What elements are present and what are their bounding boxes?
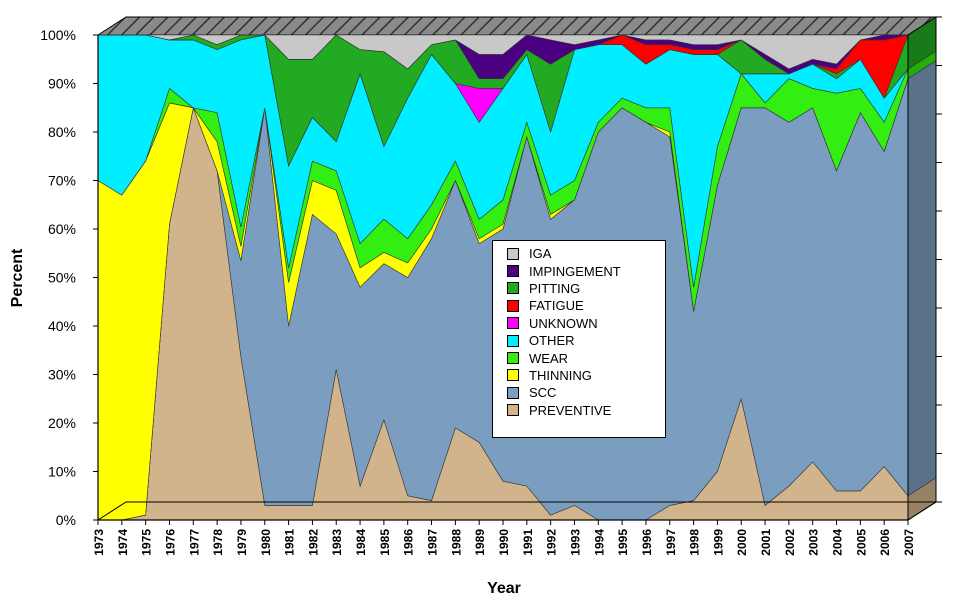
x-tick-label: 1992	[545, 529, 559, 556]
x-tick-label: 1981	[283, 529, 297, 556]
legend-label: THINNING	[529, 367, 592, 383]
legend-swatch	[507, 404, 519, 417]
x-tick-label: 2005	[854, 529, 868, 556]
x-tick-label: 1996	[640, 529, 654, 556]
top-hatched-face	[96, 16, 938, 36]
y-tick-label: 30%	[48, 367, 76, 383]
x-tick-label: 1993	[568, 529, 582, 556]
legend-item-other: OTHER	[507, 332, 665, 349]
legend: IGA IMPINGEMENT PITTING FATIGUE UNKNOWN OTHER…	[492, 240, 666, 438]
x-tick-label: 2003	[807, 529, 821, 556]
x-tick-label: 1999	[711, 529, 725, 556]
legend-swatch	[507, 282, 519, 295]
y-tick-label: 100%	[40, 27, 76, 43]
y-tick-label: 60%	[48, 221, 76, 237]
legend-item-preventive: PREVENTIVE	[507, 402, 665, 419]
y-tick-label: 80%	[48, 124, 76, 140]
y-tick-label: 50%	[48, 270, 76, 286]
x-tick-label: 1989	[473, 529, 487, 556]
x-tick-label: 1986	[402, 529, 416, 556]
legend-label: SCC	[529, 385, 557, 401]
legend-label: PITTING	[529, 280, 581, 296]
y-tick-label: 40%	[48, 318, 76, 334]
y-tick-labels: 0% 10% 20% 30% 40% 50% 60% 70% 80% 90% 100%	[40, 27, 98, 528]
legend-swatch	[507, 369, 519, 382]
legend-swatch	[507, 247, 519, 260]
x-tick-label: 1982	[306, 529, 320, 556]
legend-item-impingement: IMPINGEMENT	[507, 262, 665, 279]
legend-item-unknown: UNKNOWN	[507, 315, 665, 332]
chart-side-face	[907, 16, 937, 521]
legend-label: IMPINGEMENT	[529, 263, 621, 279]
x-tick-label: 1974	[116, 529, 130, 556]
x-tick-label: 1980	[259, 529, 273, 556]
x-tick-label: 1985	[378, 529, 392, 556]
x-tick-label: 1977	[187, 529, 201, 556]
legend-swatch	[507, 334, 519, 347]
legend-label: IGA	[529, 246, 552, 262]
legend-label: UNKNOWN	[529, 315, 598, 331]
legend-item-scc: SCC	[507, 384, 665, 401]
x-tick-label: 1995	[616, 529, 630, 556]
x-tick-label: 1978	[211, 529, 225, 556]
x-tick-label: 1991	[521, 529, 535, 556]
legend-item-fatigue: FATIGUE	[507, 297, 665, 314]
y-tick-label: 0%	[56, 512, 76, 528]
y-axis-title: Percent	[9, 248, 26, 307]
legend-swatch	[507, 386, 519, 399]
x-axis-title: Year	[487, 580, 521, 597]
chart-top-face	[96, 16, 938, 36]
legend-swatch	[507, 265, 519, 278]
y-tick-label: 10%	[48, 464, 76, 480]
legend-label: FATIGUE	[529, 298, 584, 314]
x-tick-label: 2004	[831, 529, 845, 556]
x-tick-label: 2002	[783, 529, 797, 556]
x-tick-label: 1973	[92, 529, 106, 556]
legend-label: OTHER	[529, 333, 575, 349]
y-tick-label: 90%	[48, 76, 76, 92]
x-tick-label: 1983	[330, 529, 344, 556]
x-tick-label: 1975	[140, 529, 154, 556]
x-tick-label: 1976	[163, 529, 177, 556]
y-tick-label: 20%	[48, 415, 76, 431]
area-iga	[98, 34, 908, 70]
x-tick-label: 1997	[664, 529, 678, 556]
legend-swatch	[507, 352, 519, 365]
x-tick-label: 1990	[497, 529, 511, 556]
x-tick-label: 1994	[592, 529, 606, 556]
x-tick-label: 1987	[426, 529, 440, 556]
legend-swatch	[507, 299, 519, 312]
legend-swatch	[507, 317, 519, 330]
y-tick-label: 70%	[48, 173, 76, 189]
legend-item-iga: IGA	[507, 245, 665, 262]
side-scc	[907, 60, 937, 497]
x-tick-label: 1998	[688, 529, 702, 556]
x-tick-label: 2006	[878, 529, 892, 556]
legend-item-pitting: PITTING	[507, 280, 665, 297]
chart-floor	[96, 501, 938, 521]
x-tick-label: 1988	[449, 529, 463, 556]
legend-label: PREVENTIVE	[529, 402, 612, 418]
legend-item-wear: WEAR	[507, 349, 665, 366]
floor-outline	[96, 501, 938, 521]
x-tick-label: 2000	[735, 529, 749, 556]
legend-item-thinning: THINNING	[507, 367, 665, 384]
x-tick-label: 2007	[902, 529, 916, 556]
x-tick-labels: 1973 1974 1975 1976 1977 1978 1979 1980 1981 1982…	[92, 520, 916, 556]
x-tick-label: 1979	[235, 529, 249, 556]
x-tick-label: 2001	[759, 529, 773, 556]
legend-label: WEAR	[529, 350, 568, 366]
x-tick-label: 1984	[354, 529, 368, 556]
